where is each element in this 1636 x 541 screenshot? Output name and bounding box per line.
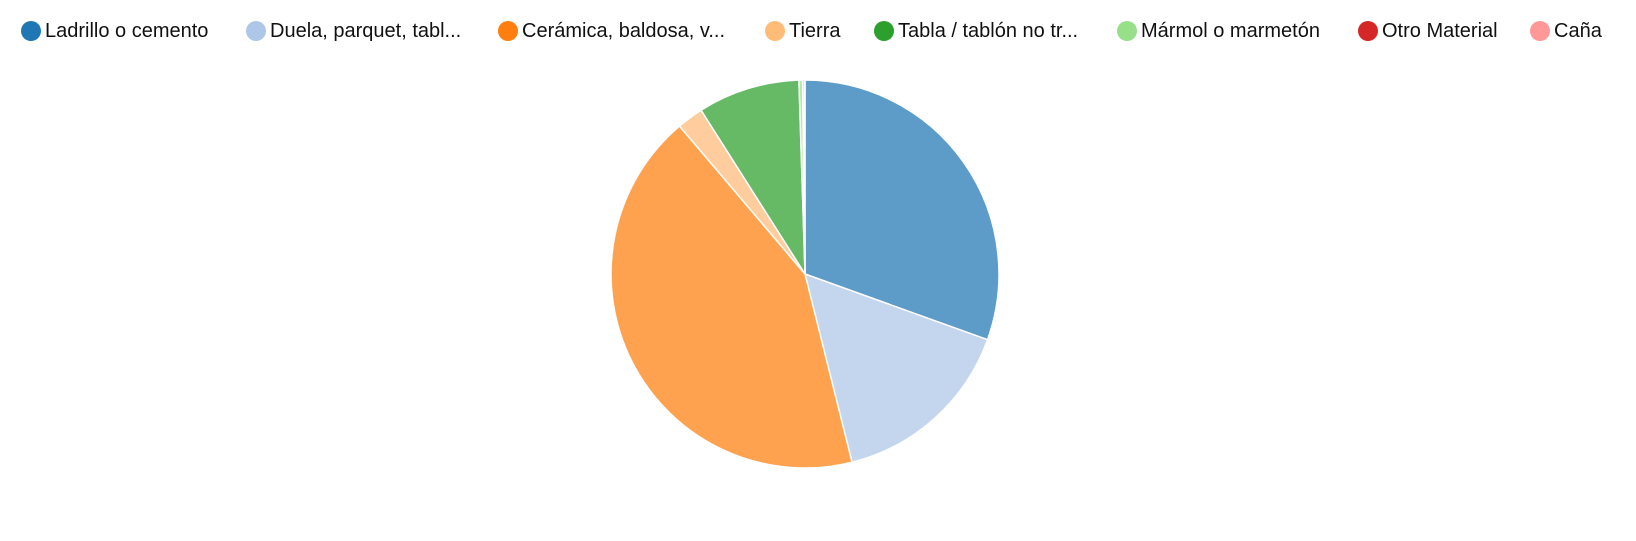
legend-item[interactable]: Cerámica, baldosa, v... (498, 16, 725, 46)
legend-swatch (1530, 21, 1550, 41)
pie-slice[interactable] (803, 79, 806, 275)
legend-item[interactable]: Mármol o marmetón (1117, 16, 1320, 46)
legend-item[interactable]: Tierra (765, 16, 840, 46)
pie-slice[interactable] (804, 79, 1000, 341)
legend-swatch (874, 21, 894, 41)
chart-legend: Ladrillo o cemento Duela, parquet, tabl..… (0, 16, 1636, 46)
legend-swatch (1358, 21, 1378, 41)
legend-item[interactable]: Tabla / tablón no tr... (874, 16, 1078, 46)
legend-swatch (21, 21, 41, 41)
legend-label: Ladrillo o cemento (45, 19, 209, 42)
legend-label: Cerámica, baldosa, v... (522, 19, 726, 42)
pie-slice[interactable] (803, 272, 989, 464)
legend-swatch (498, 21, 518, 41)
legend-label: Caña (1554, 19, 1602, 42)
legend-label: Duela, parquet, tabl... (270, 19, 462, 42)
legend-item[interactable]: Otro Material (1358, 16, 1498, 46)
legend-label: Mármol o marmetón (1141, 19, 1320, 42)
legend-label: Tabla / tablón no tr... (898, 19, 1079, 42)
pie-slice[interactable] (700, 79, 806, 277)
legend-swatch (765, 21, 785, 41)
legend-item[interactable]: Caña (1530, 16, 1602, 46)
pie-slices (610, 79, 1000, 469)
legend-label: Tierra (789, 19, 841, 42)
legend-label: Otro Material (1382, 19, 1498, 42)
legend-item[interactable]: Ladrillo o cemento (21, 16, 208, 46)
legend-swatch (1117, 21, 1137, 41)
legend-item[interactable]: Duela, parquet, tabl... (246, 16, 461, 46)
pie-slice[interactable] (610, 125, 853, 469)
legend-swatch (246, 21, 266, 41)
